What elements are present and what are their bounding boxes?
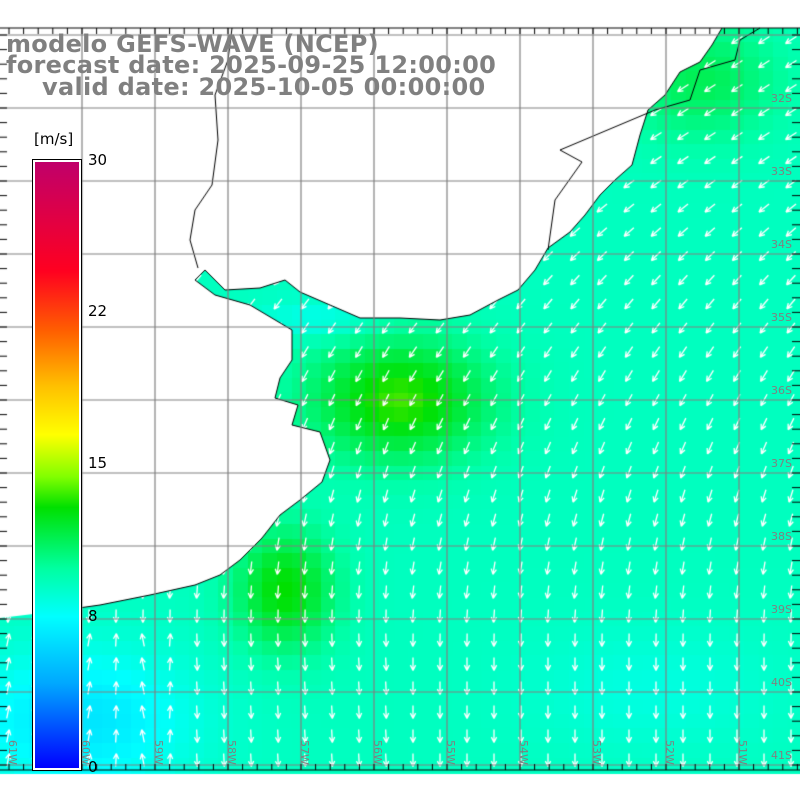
lon-label: 56W bbox=[371, 740, 384, 765]
lat-label: 41S bbox=[771, 749, 792, 762]
lon-label: 51W bbox=[736, 740, 749, 765]
lon-label: 59W bbox=[152, 740, 165, 765]
lat-label: 38S bbox=[771, 530, 792, 543]
colorbar-label-30: 30 bbox=[88, 151, 108, 169]
colorbar-label-22: 22 bbox=[88, 302, 108, 320]
lon-label: 58W bbox=[225, 740, 238, 765]
lat-label: 40S bbox=[771, 676, 792, 689]
colorbar-label-0: 0 bbox=[88, 758, 98, 776]
colorbar-label-8: 8 bbox=[88, 607, 98, 625]
lon-label: 52W bbox=[663, 740, 676, 765]
model-title: modelo GEFS-WAVE (NCEP) bbox=[6, 30, 379, 58]
lon-label: 57W bbox=[298, 740, 311, 765]
colorbar-label-15: 15 bbox=[88, 454, 108, 472]
lon-label: 54W bbox=[517, 740, 530, 765]
lat-label: 34S bbox=[771, 238, 792, 251]
forecast-date: forecast date: 2025-09-25 12:00:00 bbox=[6, 51, 497, 79]
lat-label: 36S bbox=[771, 384, 792, 397]
colorbar-gradient bbox=[35, 162, 79, 768]
lat-label: 32S bbox=[771, 92, 792, 105]
lon-label: 53W bbox=[590, 740, 603, 765]
lat-label: 39S bbox=[771, 603, 792, 616]
lon-label: 61W bbox=[6, 740, 19, 765]
lon-label: 60W bbox=[79, 740, 92, 765]
lat-label: 37S bbox=[771, 457, 792, 470]
valid-date: valid date: 2025-10-05 00:00:00 bbox=[42, 73, 486, 101]
colorbar bbox=[32, 159, 82, 771]
colorbar-unit: [m/s] bbox=[34, 130, 74, 148]
lat-label: 35S bbox=[771, 311, 792, 324]
lat-label: 33S bbox=[771, 165, 792, 178]
lon-label: 55W bbox=[444, 740, 457, 765]
